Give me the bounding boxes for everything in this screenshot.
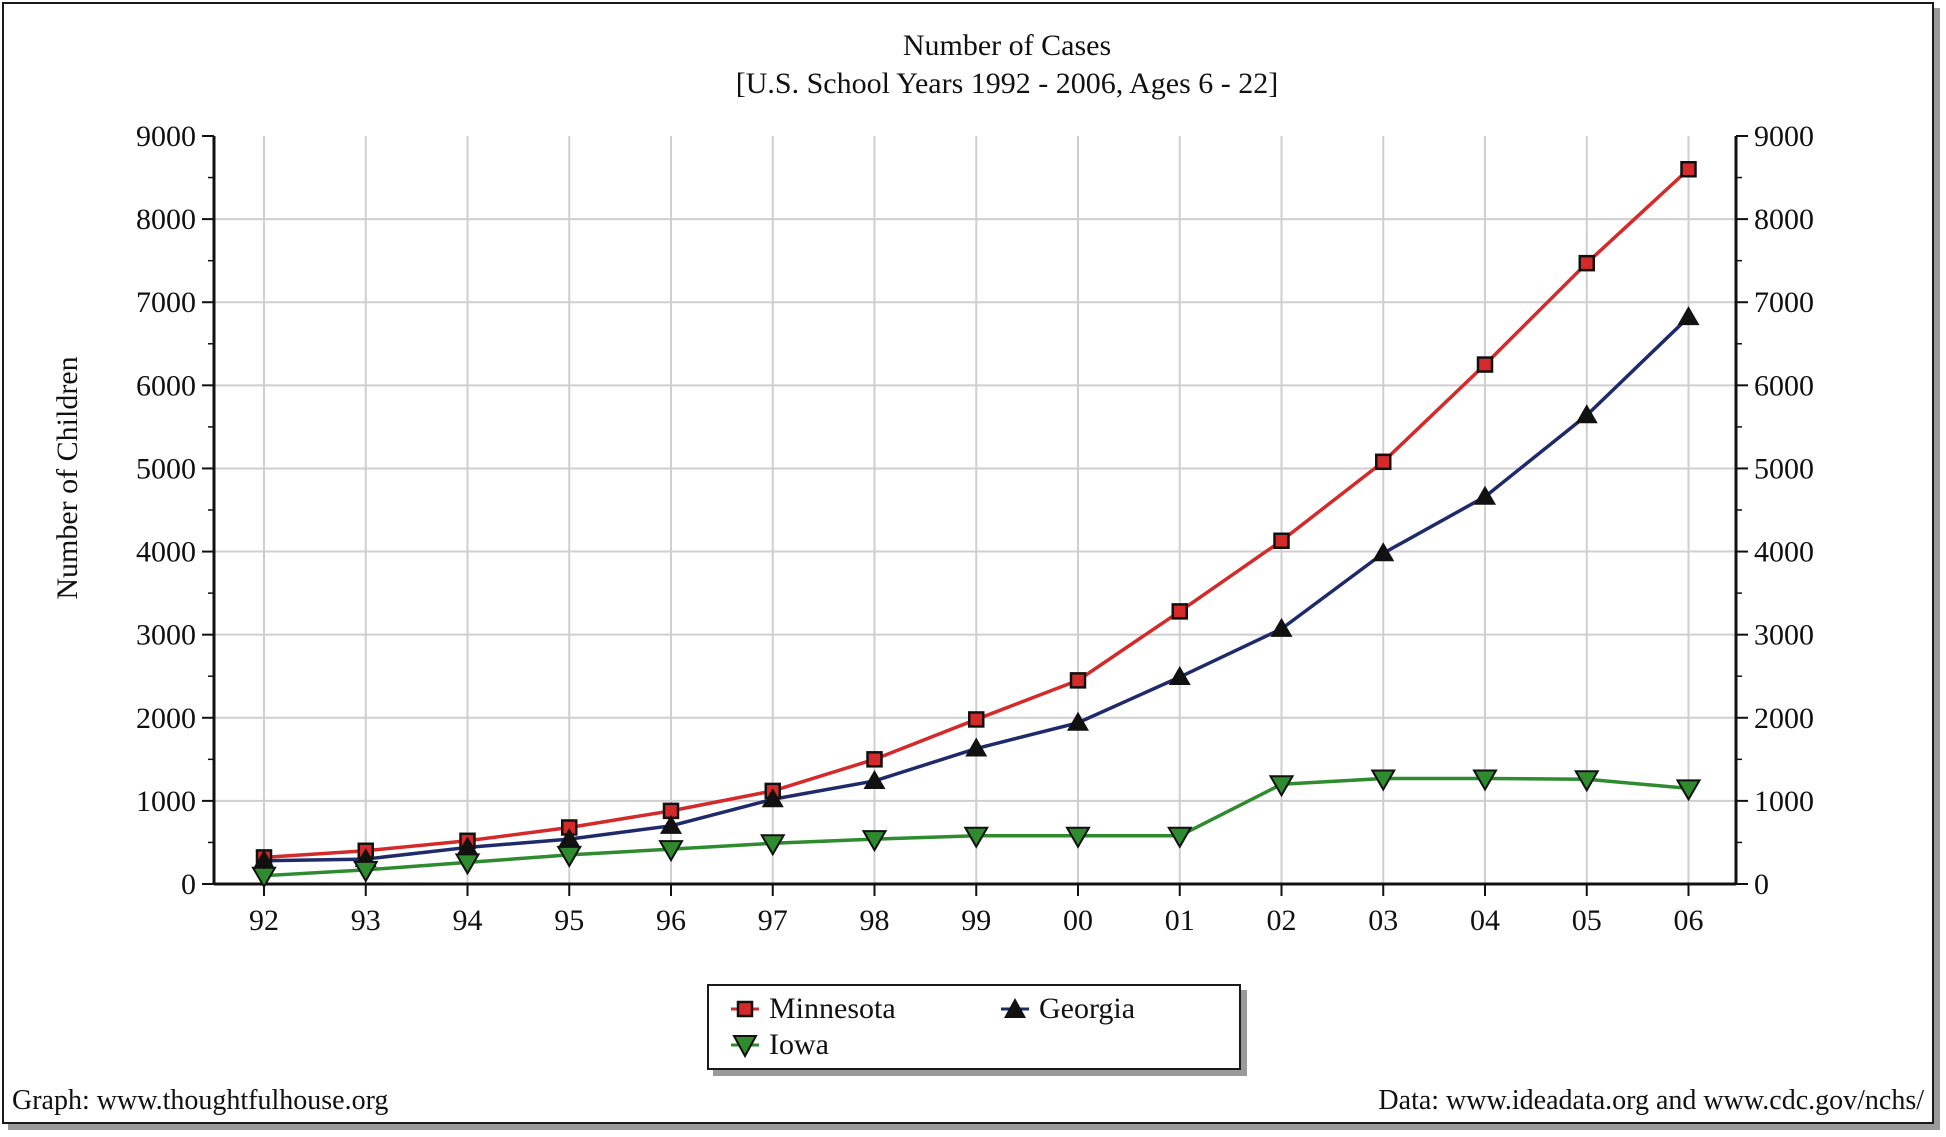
y-tick-label-left: 0 xyxy=(181,868,196,901)
chart-subtitle: [U.S. School Years 1992 - 2006, Ages 6 -… xyxy=(736,67,1279,100)
axes xyxy=(202,135,1748,896)
y-tick-label-left: 2000 xyxy=(136,702,196,735)
data-point-iowa xyxy=(1065,826,1091,849)
data-point-iowa xyxy=(251,866,277,889)
data-point-iowa xyxy=(1574,770,1600,793)
x-tick-label: 01 xyxy=(1165,904,1195,937)
x-tick-label: 96 xyxy=(656,904,686,937)
data-point-georgia xyxy=(1575,404,1598,424)
series-markers xyxy=(251,160,1702,889)
legend-item-minnesota: Minnesota xyxy=(731,992,896,1026)
x-tick-label: 94 xyxy=(453,904,483,937)
y-tick-label-right: 6000 xyxy=(1754,369,1814,402)
x-tick-labels: 92 93 94 95 96 97 98 99 00 01 02 03 04 05 06 xyxy=(249,904,1704,937)
data-point-iowa xyxy=(760,834,786,857)
y-tick-label-right: 0 xyxy=(1754,868,1769,901)
data-point-minnesota xyxy=(1375,453,1392,471)
data-point-georgia xyxy=(660,814,682,834)
x-tick-label: 02 xyxy=(1267,904,1297,937)
data-point-iowa xyxy=(658,840,684,863)
y-tick-label-left: 1000 xyxy=(136,785,196,818)
data-point-georgia xyxy=(1270,617,1293,637)
x-tick-label: 92 xyxy=(249,904,279,937)
data-point-georgia xyxy=(1067,711,1089,731)
data-point-georgia xyxy=(761,788,784,808)
legend-item-iowa: Iowa xyxy=(731,1028,829,1062)
data-credit: Data: www.ideadata.org and www.cdc.gov/n… xyxy=(1378,1085,1924,1116)
grid-lines xyxy=(214,136,1736,884)
y-tick-label-right: 7000 xyxy=(1754,286,1814,319)
data-point-georgia xyxy=(1168,666,1191,686)
data-point-iowa xyxy=(1167,826,1193,849)
data-point-georgia xyxy=(456,836,479,856)
legend-marker-triangle-down-icon xyxy=(731,1035,759,1059)
data-point-iowa xyxy=(1370,769,1396,792)
data-point-iowa xyxy=(1675,779,1702,802)
data-point-georgia xyxy=(1474,485,1496,505)
chart-title: Number of Cases xyxy=(903,29,1111,62)
x-tick-label: 97 xyxy=(758,904,788,937)
data-point-georgia xyxy=(253,849,275,869)
y-tick-label-right: 9000 xyxy=(1754,120,1814,153)
data-point-iowa xyxy=(353,860,379,883)
legend-marker-square-icon xyxy=(731,1000,759,1018)
x-tick-label: 93 xyxy=(351,904,381,937)
x-tick-label: 98 xyxy=(860,904,890,937)
data-point-minnesota xyxy=(866,751,883,768)
data-point-georgia xyxy=(1677,306,1700,326)
data-point-minnesota xyxy=(1680,160,1697,178)
legend-label-minnesota: Minnesota xyxy=(769,992,896,1025)
y-tick-label-right: 2000 xyxy=(1754,702,1814,735)
data-point-iowa xyxy=(1472,769,1498,792)
data-point-minnesota xyxy=(968,711,985,728)
x-tick-label: 99 xyxy=(961,904,991,937)
data-point-minnesota xyxy=(1069,672,1087,689)
y-tick-label-left: 8000 xyxy=(136,203,196,236)
legend-label-georgia: Georgia xyxy=(1039,992,1136,1025)
y-tick-label-left: 9000 xyxy=(136,120,196,153)
data-point-georgia xyxy=(863,769,886,789)
y-tick-label-left: 5000 xyxy=(136,452,196,485)
data-point-georgia xyxy=(558,828,581,848)
data-point-iowa xyxy=(454,853,481,876)
graph-credit: Graph: www.thoughtfulhouse.org xyxy=(12,1085,389,1116)
legend-item-georgia: Georgia xyxy=(1001,992,1135,1026)
data-point-georgia xyxy=(965,737,988,757)
legend: Minnesota Georgia Iowa xyxy=(707,984,1241,1070)
data-point-georgia xyxy=(1372,542,1395,562)
y-tick-label-right: 8000 xyxy=(1754,203,1814,236)
y-tick-label-right: 3000 xyxy=(1754,619,1814,652)
x-tick-label: 06 xyxy=(1674,904,1704,937)
data-point-minnesota xyxy=(1273,532,1290,550)
data-point-iowa xyxy=(556,845,582,868)
y-axis-label: Number of Children xyxy=(51,356,84,599)
legend-marker-triangle-up-icon xyxy=(1001,998,1029,1018)
x-tick-label: 05 xyxy=(1572,904,1602,937)
y-tick-label-right: 1000 xyxy=(1754,785,1814,818)
y-tick-label-right: 4000 xyxy=(1754,536,1814,569)
y-tick-label-right: 5000 xyxy=(1754,452,1814,485)
data-point-minnesota xyxy=(1476,356,1494,373)
data-point-iowa xyxy=(963,826,989,849)
chart-frame xyxy=(2,2,1934,1124)
data-point-minnesota xyxy=(1578,254,1595,272)
y-tick-label-left: 6000 xyxy=(136,369,196,402)
data-point-minnesota xyxy=(1171,603,1188,620)
data-point-iowa xyxy=(861,830,888,853)
x-tick-label: 04 xyxy=(1470,904,1500,937)
y-tick-label-left: 4000 xyxy=(136,536,196,569)
legend-label-iowa: Iowa xyxy=(769,1028,829,1061)
x-tick-label: 00 xyxy=(1063,904,1093,937)
x-tick-label: 03 xyxy=(1368,904,1398,937)
y-tick-label-left: 7000 xyxy=(136,286,196,319)
data-point-iowa xyxy=(1268,775,1295,798)
x-tick-label: 95 xyxy=(554,904,584,937)
y-tick-labels: 0 0 1000 1000 2000 2000 3000 3000 4000 4000 5000 50… xyxy=(136,120,1814,901)
y-tick-label-left: 3000 xyxy=(136,619,196,652)
